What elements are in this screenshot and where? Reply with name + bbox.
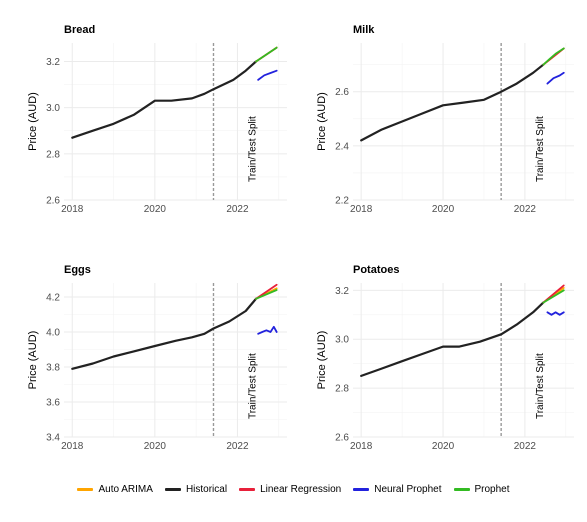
legend-label-neural-prophet: Neural Prophet [374,484,441,495]
series-line-neural-prophet [547,312,563,315]
legend-item-historical: Historical [165,484,227,495]
panel-title: Potatoes [353,264,399,276]
y-tick-label: 3.0 [46,103,60,114]
y-tick-label: 3.4 [46,433,60,444]
panel-bread: 2.6 2.8 3.0 3.2 2018 2020 2022 Bread Price (AUD)… [27,24,287,215]
legend-item-prophet: Prophet [454,484,510,495]
panel-potatoes: 2.6 2.8 3.0 3.2 2018 2020 2022 Potatoes Price (A… [316,264,574,452]
legend-label-auto-arima: Auto ARIMA [98,484,152,495]
train-test-split-label: Train/Test Split [535,353,546,419]
y-tick-label: 3.2 [46,57,60,68]
x-tick-label: 2018 [350,204,373,215]
legend-label-linear-regression: Linear Regression [260,484,341,495]
y-tick-label: 3.6 [46,398,60,409]
legend-swatch-historical [165,488,181,491]
train-test-split-label: Train/Test Split [535,116,546,182]
y-tick-label: 2.2 [335,196,349,207]
series-line-neural-prophet [258,71,277,80]
legend-swatch-prophet [454,488,470,491]
legend-swatch-linear-regression [239,488,255,491]
panel-milk: 2.2 2.4 2.6 2018 2020 2022 Milk Price (AUD) Trai… [316,24,574,215]
x-tick-label: 2022 [226,441,249,452]
x-tick-label: 2020 [144,441,167,452]
y-tick-label: 2.4 [335,141,349,152]
series-line-historical [72,62,256,138]
series-line-historical [361,65,543,141]
y-tick-label: 2.6 [335,433,349,444]
x-tick-label: 2022 [226,204,249,215]
legend: Auto ARIMA Historical Linear Regression … [0,484,587,495]
legend-label-historical: Historical [186,484,227,495]
y-tick-label: 3.8 [46,363,60,374]
series-line-neural-prophet [258,327,277,334]
series-line-historical [72,299,256,369]
legend-label-prophet: Prophet [475,484,510,495]
legend-swatch-auto-arima [77,488,93,491]
y-axis-label: Price (AUD) [316,331,328,390]
series-line-prophet [543,48,564,64]
y-tick-label: 4.2 [46,293,60,304]
panel-title: Milk [353,24,375,36]
x-tick-label: 2020 [144,204,167,215]
panel-eggs: 3.4 3.6 3.8 4.0 4.2 2018 2020 2022 Eggs Price (AU… [27,264,287,452]
y-tick-label: 3.2 [335,286,349,297]
x-tick-label: 2018 [61,441,84,452]
legend-item-neural-prophet: Neural Prophet [353,484,441,495]
series-line-neural-prophet [547,73,563,84]
train-test-split-label: Train/Test Split [247,116,258,182]
chart-canvas: 2.6 2.8 3.0 3.2 2018 2020 2022 Bread Price (AUD)… [0,0,587,470]
y-tick-label: 3.0 [335,335,349,346]
legend-item-auto-arima: Auto ARIMA [77,484,152,495]
y-axis-label: Price (AUD) [316,92,328,151]
y-tick-label: 2.6 [46,196,60,207]
x-tick-label: 2020 [432,204,455,215]
y-tick-label: 2.8 [46,149,60,160]
y-tick-label: 2.6 [335,87,349,98]
y-tick-label: 2.8 [335,384,349,395]
x-tick-label: 2018 [61,204,84,215]
y-axis-label: Price (AUD) [27,331,39,390]
y-tick-label: 4.0 [46,328,60,339]
x-tick-label: 2020 [432,441,455,452]
x-tick-label: 2018 [350,441,373,452]
legend-swatch-neural-prophet [353,488,369,491]
x-tick-label: 2022 [514,204,537,215]
legend-item-linear-regression: Linear Regression [239,484,341,495]
x-tick-label: 2022 [514,441,537,452]
y-axis-label: Price (AUD) [27,92,39,151]
series-line-prophet [256,48,277,62]
train-test-split-label: Train/Test Split [247,353,258,419]
series-line-prophet [543,290,564,302]
panel-title: Eggs [64,264,91,276]
panel-title: Bread [64,24,95,36]
